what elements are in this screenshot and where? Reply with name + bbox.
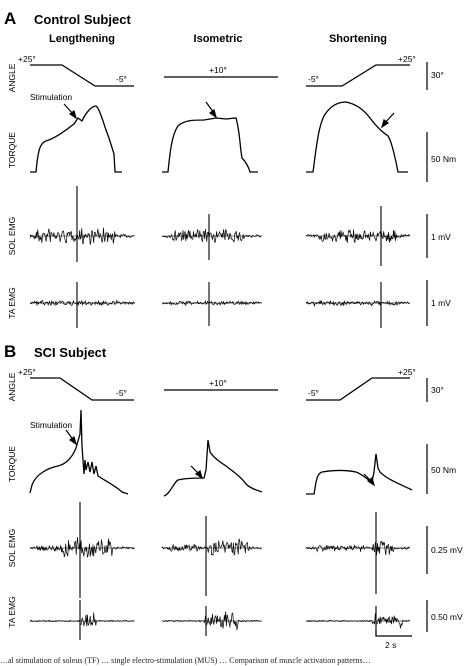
emg-signal [161,300,262,307]
row-label-sol-emg-a: SOL EMG [7,217,17,255]
emg-signal [161,611,262,630]
angle-trace-lengthening-b [30,377,134,401]
ta-emg-lengthening-b [29,600,135,640]
panel-b-subject-title: SCI Subject [34,345,107,360]
torque-trace-isometric-b [163,439,263,497]
time-scale-label: 2 s [385,640,396,650]
sol-emg-lengthening-a [29,186,135,262]
angle-label-shortening-start-b: -5° [308,388,319,398]
column-header-isometric: Isometric [194,33,243,45]
torque-trace-lengthening-b [29,409,129,495]
sol-emg-shortening-b [305,512,410,594]
row-label-torque-b: TORQUE [7,446,17,483]
row-label-angle-a: ANGLE [7,63,17,92]
emg-signal [305,540,410,556]
ta-emg-lengthening-a [29,282,135,328]
emg-signal [161,229,262,244]
row-label-sol-emg-b: SOL EMG [7,529,17,567]
sol-emg-isometric-b [161,516,262,596]
angle-trace-shortening-b [306,377,410,401]
ta-emg-isometric-a [161,282,262,326]
emg-signal [29,612,135,627]
angle-trace-shortening-a [306,64,410,87]
torque-trace-isometric-a [162,117,258,173]
angle-label-shortening-end-a: +25° [398,54,416,64]
panel-letter-a: A [4,9,16,28]
panel-a-subject-title: Control Subject [34,12,131,27]
torque-trace-lengthening-a [30,105,122,173]
scale-label-ta-emg-b: 0.50 mV [431,612,463,622]
scale-label-ta-emg-a: 1 mV [431,298,451,308]
stimulation-label-a: Stimulation [30,92,72,102]
panel-b: B SCI Subject ANGLE TORQUE SOL EMG TA EM… [4,342,463,650]
row-label-ta-emg-a: TA EMG [7,287,17,319]
emg-signal [29,299,135,307]
emg-signal [305,229,410,243]
scale-label-torque-a: 50 Nm [431,154,456,164]
emg-signal [29,537,135,558]
angle-label-isometric-a: +10° [209,65,227,75]
angle-label-lengthening-start-a: +25° [18,54,36,64]
arrowhead [366,476,376,487]
ta-emg-shortening-a [305,282,410,328]
column-header-lengthening: Lengthening [49,33,115,45]
time-scale-bar [375,630,412,637]
column-header-shortening: Shortening [329,33,387,45]
arrowhead [380,118,390,129]
row-label-angle-b: ANGLE [7,372,17,401]
emg-signal [161,538,262,556]
arrowhead [194,469,204,480]
torque-trace-shortening-b [306,453,413,495]
scale-label-sol-emg-a: 1 mV [431,232,451,242]
angle-label-isometric-b: +10° [209,378,227,388]
scale-label-angle-a: 30° [431,70,444,80]
panel-letter-b: B [4,342,16,361]
sol-emg-lengthening-b [29,502,135,598]
scale-label-angle-b: 30° [431,385,444,395]
emg-signal [29,227,135,245]
stimulation-label-b: Stimulation [30,420,72,430]
angle-label-lengthening-start-b: +25° [18,367,36,377]
angle-trace-lengthening-a [30,64,134,87]
arrowhead [208,108,218,119]
emg-signal [305,613,410,629]
ta-emg-isometric-b [161,606,262,636]
angle-label-lengthening-end-a: -5° [116,74,127,84]
figure-caption: …al stimulation of soleus (TF) … single … [0,656,371,665]
panel-a: A Control Subject Lengthening Isometric … [4,9,456,328]
emg-signal [305,300,410,308]
row-label-torque-a: TORQUE [7,132,17,169]
angle-label-shortening-start-a: -5° [308,74,319,84]
sol-emg-isometric-a [161,214,262,260]
row-label-ta-emg-b: TA EMG [7,596,17,628]
scale-label-torque-b: 50 Nm [431,465,456,475]
arrowhead [68,109,78,120]
arrowhead [68,435,78,446]
angle-label-shortening-end-b: +25° [398,367,416,377]
scale-label-sol-emg-b: 0.25 mV [431,545,463,555]
angle-label-lengthening-end-b: -5° [116,388,127,398]
sol-emg-shortening-a [305,206,410,266]
torque-trace-shortening-a [306,101,408,173]
ta-emg-shortening-b [305,606,410,636]
